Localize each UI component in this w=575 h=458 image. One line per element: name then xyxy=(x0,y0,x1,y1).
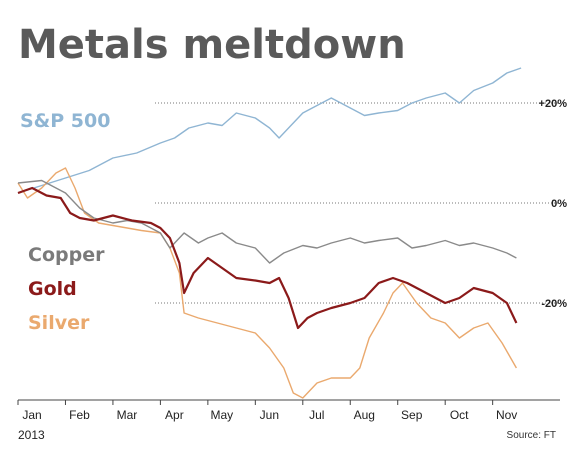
x-axis: Jan Feb Mar Apr May Jun Jul Aug Sep Oct Nov xyxy=(17,400,517,422)
year-label: 2013 xyxy=(18,428,45,442)
series-label-gold: Gold xyxy=(28,278,77,300)
series-label-sp500: S&P 500 xyxy=(20,110,110,132)
y-tick-label: 0% xyxy=(551,198,567,210)
series-lines xyxy=(17,67,522,399)
y-tick-label: +20% xyxy=(539,98,568,110)
series-line-gold xyxy=(17,186,518,330)
grid xyxy=(155,102,560,304)
x-tick-label: Mar xyxy=(117,408,138,422)
x-tick-label: May xyxy=(211,408,234,422)
x-tick-label: Jun xyxy=(260,408,279,422)
chart-title: Metals meltdown xyxy=(18,22,406,68)
y-tick-label: -20% xyxy=(541,298,567,310)
series-label-silver: Silver xyxy=(28,312,90,334)
series-line-s-p-500 xyxy=(17,67,522,194)
series-line-silver xyxy=(17,167,518,399)
x-tick-label: Jul xyxy=(309,408,324,422)
source-note: Source: FT xyxy=(507,430,556,441)
x-tick-label: Jan xyxy=(22,408,41,422)
series-line-copper xyxy=(17,179,517,264)
x-tick-label: Oct xyxy=(450,408,469,422)
x-tick-label: Nov xyxy=(496,408,517,422)
x-tick-label: Aug xyxy=(354,408,375,422)
x-tick-label: Sep xyxy=(401,408,423,422)
series-label-copper: Copper xyxy=(28,244,105,266)
x-tick-label: Feb xyxy=(69,408,90,422)
y-axis: +20% 0% -20% xyxy=(539,98,568,310)
x-tick-label: Apr xyxy=(165,408,184,422)
